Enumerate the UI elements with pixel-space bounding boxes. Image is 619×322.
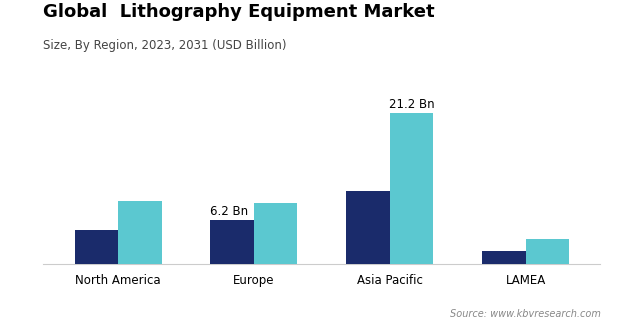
Text: 21.2 Bn: 21.2 Bn <box>389 98 435 111</box>
Legend: 2023, 2031: 2023, 2031 <box>258 317 386 322</box>
Bar <box>254 204 297 264</box>
Text: Global  Lithography Equipment Market: Global Lithography Equipment Market <box>43 3 435 21</box>
Text: Size, By Region, 2023, 2031 (USD Billion): Size, By Region, 2023, 2031 (USD Billion… <box>43 39 287 52</box>
Bar <box>74 230 118 264</box>
Bar <box>526 239 569 264</box>
Text: Source: www.kbvresearch.com: Source: www.kbvresearch.com <box>449 309 600 319</box>
Bar <box>347 191 390 264</box>
Bar <box>482 251 526 264</box>
Bar <box>210 220 254 264</box>
Bar <box>390 113 433 264</box>
Text: 6.2 Bn: 6.2 Bn <box>210 205 249 218</box>
Bar <box>118 201 162 264</box>
